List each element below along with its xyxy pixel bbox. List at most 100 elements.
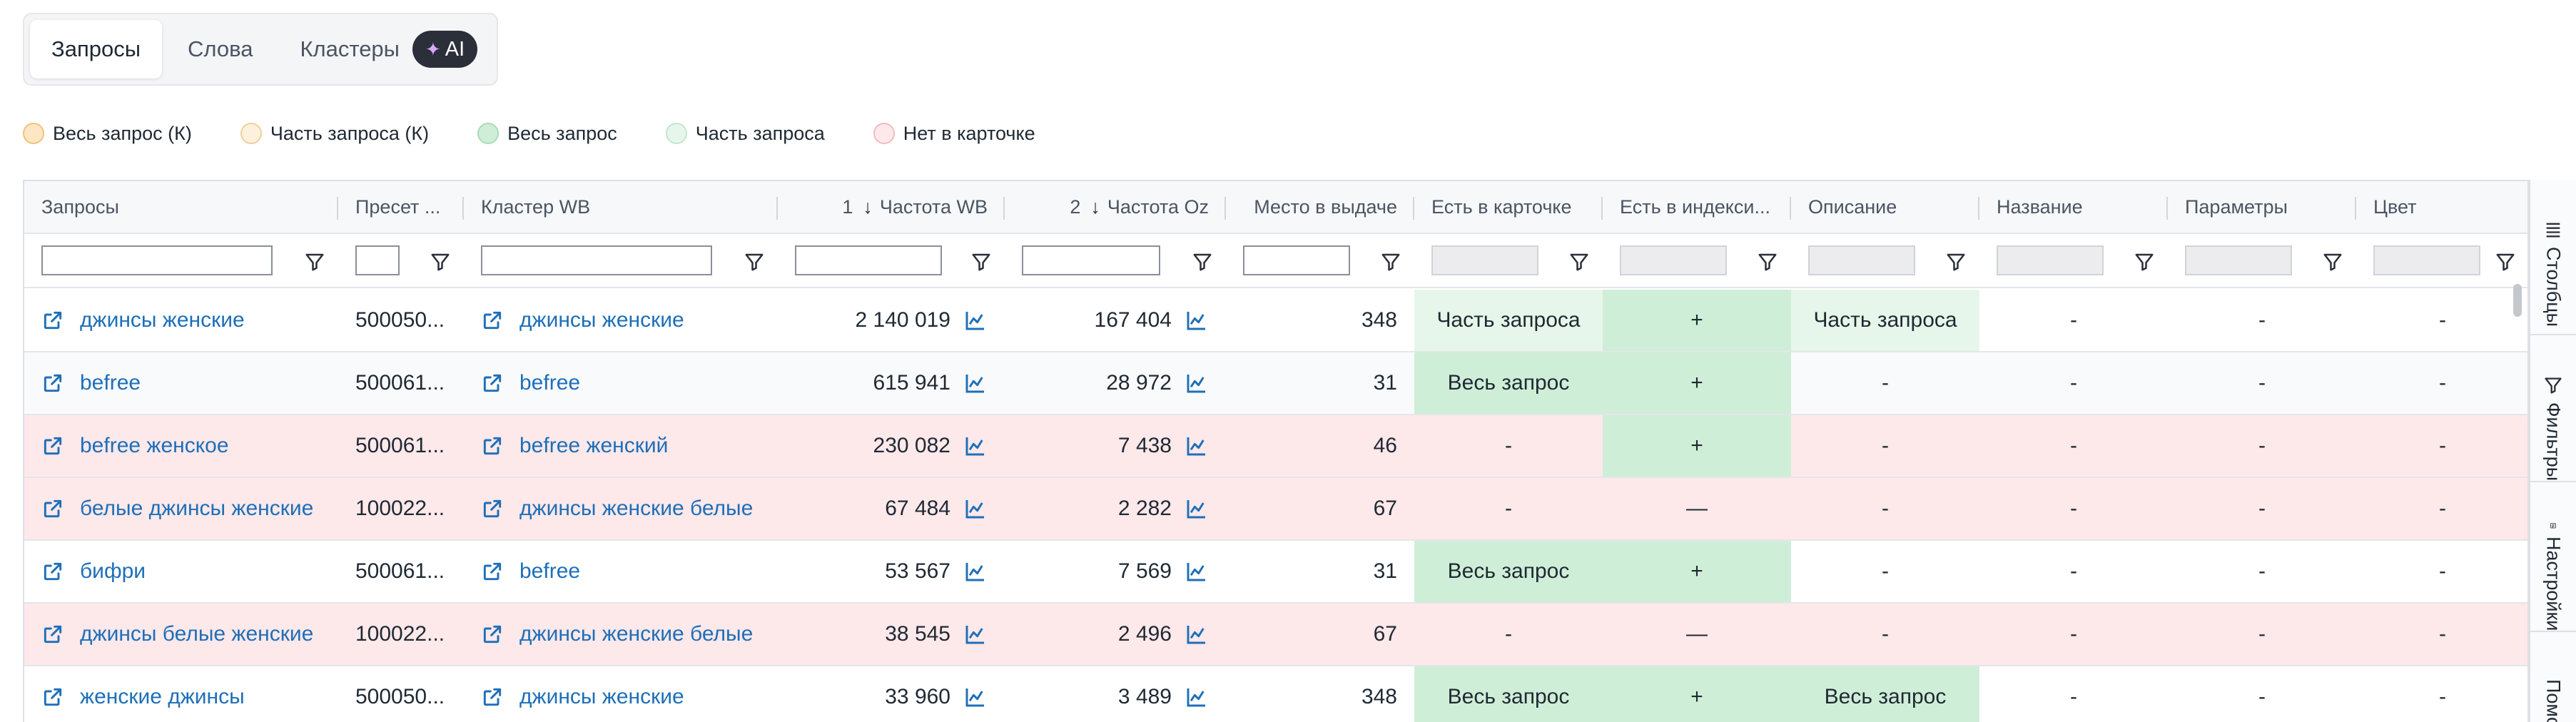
query-link[interactable]: белые джинсы женские — [41, 497, 313, 521]
trend-chart-icon[interactable] — [963, 372, 988, 395]
column-resize-handle[interactable] — [1601, 197, 1603, 220]
column-resize-handle[interactable] — [1413, 197, 1414, 220]
cell-color: - — [2356, 290, 2527, 351]
table-row[interactable]: джинсы женские 500050... джинсы женские 2 1… — [24, 290, 2527, 352]
filter-icon[interactable] — [2322, 251, 2343, 273]
filter-icon[interactable] — [1192, 251, 1213, 273]
filter-icon[interactable] — [304, 251, 325, 273]
filter-icon[interactable] — [1568, 251, 1590, 273]
table-row[interactable]: женские джинсы 500050... джинсы женские 33 … — [24, 666, 2527, 722]
trend-chart-icon[interactable] — [1185, 309, 1209, 332]
side-tab-filter[interactable]: Фильтры — [2530, 335, 2576, 482]
table-row[interactable]: бифри 500061... befree 53 567 7 569 31 Весь за… — [24, 541, 2527, 604]
trend-chart-icon[interactable] — [1185, 623, 1209, 646]
trend-chart-icon[interactable] — [963, 497, 988, 520]
trend-chart-icon[interactable] — [963, 686, 988, 708]
trend-chart-icon[interactable] — [963, 434, 988, 457]
query-link[interactable]: джинсы белые женские — [41, 622, 313, 646]
trend-chart-icon[interactable] — [1185, 497, 1209, 520]
cell-in_card: - — [1414, 478, 1603, 539]
query-link[interactable]: джинсы женские — [41, 308, 245, 332]
column-header-cluster[interactable]: Кластер WB — [464, 181, 778, 233]
filter-input-query[interactable] — [41, 245, 273, 275]
side-tab-check[interactable]: Помощь — [2530, 632, 2576, 722]
side-tab-columns[interactable]: Столбцы — [2530, 180, 2576, 335]
filter-icon[interactable] — [1380, 251, 1401, 273]
query-link[interactable]: бифри — [41, 559, 146, 584]
filter-icon[interactable] — [970, 251, 992, 273]
tab-clusters[interactable]: Кластеры ✦ AI — [278, 20, 487, 78]
trend-chart-icon[interactable] — [1185, 434, 1209, 457]
tab-words[interactable]: Слова — [166, 20, 274, 78]
filter-input-preset[interactable] — [355, 245, 400, 275]
column-header-name[interactable]: Название — [1979, 181, 2168, 233]
cluster-link[interactable]: джинсы женские — [481, 685, 684, 709]
tab-queries[interactable]: Запросы — [30, 20, 163, 78]
query-link[interactable]: befree женское — [41, 434, 229, 458]
column-header-color[interactable]: Цвет — [2356, 181, 2527, 233]
filter-icon[interactable] — [744, 251, 765, 273]
vertical-scrollbar[interactable] — [2513, 284, 2522, 317]
column-header-in_card[interactable]: Есть в карточке — [1414, 181, 1603, 233]
cluster-link[interactable]: befree — [481, 559, 580, 584]
cluster-link[interactable]: befree женский — [481, 434, 668, 458]
column-resize-handle[interactable] — [337, 197, 338, 220]
column-header-freq_oz[interactable]: 2 ↓ Частота Oz — [1005, 181, 1226, 233]
cell-place: 348 — [1226, 290, 1414, 351]
column-resize-handle[interactable] — [776, 197, 778, 220]
filter-icon[interactable] — [2134, 251, 2155, 273]
trend-chart-icon[interactable] — [1185, 560, 1209, 583]
column-header-params[interactable]: Параметры — [2168, 181, 2356, 233]
table-row[interactable]: белые джинсы женские 100022... джинсы женс… — [24, 478, 2527, 541]
query-link[interactable]: женские джинсы — [41, 685, 245, 709]
column-resize-handle[interactable] — [2166, 197, 2168, 220]
side-panel: Столбцы Фильтры Настройки Помощь — [2529, 180, 2576, 722]
table-row[interactable]: befree женское 500061... befree женский 230… — [24, 415, 2527, 478]
filter-cell-cluster — [464, 234, 778, 287]
column-header-preset[interactable]: Пресет ... — [338, 181, 464, 233]
trend-chart-icon[interactable] — [1185, 372, 1209, 395]
query-link[interactable]: befree — [41, 371, 141, 395]
freq_wb-value: 2 140 019 — [855, 308, 950, 332]
trend-chart-icon[interactable] — [963, 309, 988, 332]
column-header-freq_wb[interactable]: 1 ↓ Частота WB — [778, 181, 1005, 233]
cell-place: 67 — [1226, 604, 1414, 665]
trend-chart-icon[interactable] — [963, 623, 988, 646]
filter-icon[interactable] — [1945, 251, 1967, 273]
legend-label: Часть запроса — [695, 122, 825, 144]
column-resize-handle[interactable] — [2355, 197, 2356, 220]
filter-input-place[interactable] — [1243, 245, 1350, 275]
column-header-query[interactable]: Запросы — [24, 181, 338, 233]
cluster-link[interactable]: befree — [481, 371, 580, 395]
cluster-link[interactable]: джинсы женские белые — [481, 497, 753, 521]
side-tab-settings[interactable]: Настройки — [2530, 482, 2576, 632]
filter-input-cluster[interactable] — [481, 245, 712, 275]
filter-input-freq_oz[interactable] — [1022, 245, 1160, 275]
cell-freq_wb: 615 941 — [778, 352, 1005, 414]
cluster-text: джинсы женские — [519, 685, 684, 708]
filter-cell-params — [2168, 234, 2356, 287]
column-header-label: Пресет ... — [355, 195, 441, 218]
queries-table: Запросы Пресет ... Кластер WB 1 ↓ Частота WB 2… — [23, 180, 2529, 722]
column-resize-handle[interactable] — [1003, 197, 1005, 220]
trend-chart-icon[interactable] — [963, 560, 988, 583]
column-resize-handle[interactable] — [462, 197, 464, 220]
cluster-link[interactable]: джинсы женские белые — [481, 622, 753, 646]
filter-icon[interactable] — [430, 251, 451, 273]
filter-icon[interactable] — [1757, 251, 1778, 273]
table-row[interactable]: befree 500061... befree 615 941 28 972 31 Весь… — [24, 352, 2527, 415]
filter-icon — [2545, 377, 2562, 394]
column-header-in_index[interactable]: Есть в индекси... — [1603, 181, 1791, 233]
cluster-link[interactable]: джинсы женские — [481, 308, 684, 332]
column-resize-handle[interactable] — [1224, 197, 1226, 220]
trend-chart-icon[interactable] — [1185, 686, 1209, 708]
cell-freq_wb: 230 082 — [778, 415, 1005, 477]
column-resize-handle[interactable] — [1978, 197, 1979, 220]
table-row[interactable]: джинсы белые женские 100022... джинсы женс… — [24, 604, 2527, 666]
filter-input-freq_wb[interactable] — [795, 245, 942, 275]
filter-icon[interactable] — [2495, 251, 2516, 273]
column-header-description[interactable]: Описание — [1791, 181, 1979, 233]
column-resize-handle[interactable] — [1790, 197, 1791, 220]
in_card-value: Весь запрос — [1447, 685, 1570, 708]
column-header-place[interactable]: Место в выдаче — [1226, 181, 1414, 233]
